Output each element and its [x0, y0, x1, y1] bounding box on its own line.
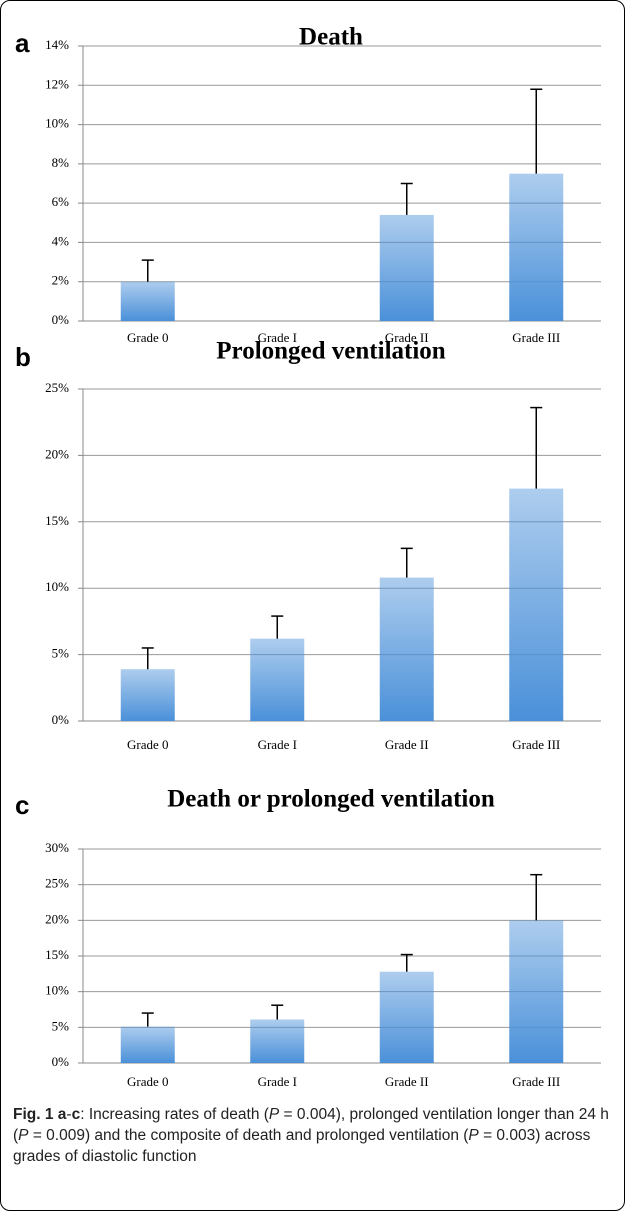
bar [509, 173, 564, 321]
y-tick-label: 0% [52, 1054, 70, 1069]
y-tick-label: 20% [45, 446, 69, 461]
x-tick-label: Grade I [258, 737, 297, 752]
bar [509, 920, 564, 1063]
y-tick-label: 15% [45, 947, 69, 962]
y-tick-label: 12% [45, 76, 69, 91]
bar [379, 971, 434, 1063]
y-tick-label: 10% [45, 983, 69, 998]
y-tick-label: 4% [52, 233, 70, 248]
x-tick-label: Grade 0 [127, 330, 169, 345]
chart-title: Prolonged ventilation [216, 338, 446, 365]
y-tick-label: 5% [52, 1018, 70, 1033]
y-tick-label: 5% [52, 646, 70, 661]
x-tick-label: Grade III [512, 330, 560, 345]
bar [509, 488, 564, 721]
panel-label: a [15, 28, 30, 58]
panel-label: b [15, 342, 31, 372]
y-tick-label: 6% [52, 194, 70, 209]
charts: a Death 0% 2% 4% 6% 8% 10% 12% 14% Grade 0 Grade I G… [15, 24, 601, 1089]
y-tick-label: 25% [45, 380, 69, 395]
y-tick-label: 0% [52, 712, 70, 727]
x-tick-label: Grade II [385, 330, 429, 345]
x-tick-label: Grade 0 [127, 737, 169, 752]
caption-label: Fig. 1 [13, 1106, 54, 1123]
x-tick-label: Grade I [258, 330, 297, 345]
y-tick-label: 25% [45, 876, 69, 891]
x-tick-label: Grade II [385, 737, 429, 752]
bar [120, 1026, 175, 1063]
bar [379, 577, 434, 721]
caption: Fig. 1 a-c: Increasing rates of death (P… [13, 1104, 613, 1167]
panel-label: c [15, 790, 29, 820]
caption-text: P [18, 1127, 29, 1144]
y-tick-label: 15% [45, 513, 69, 528]
x-tick-label: Grade I [258, 1074, 297, 1089]
x-tick-label: Grade 0 [127, 1074, 169, 1089]
y-tick-label: 10% [45, 116, 69, 131]
y-tick-label: 8% [52, 155, 70, 170]
caption-panel: c [71, 1106, 81, 1123]
x-tick-label: Grade III [512, 1074, 560, 1089]
y-tick-label: 10% [45, 579, 69, 594]
bar [250, 638, 305, 721]
caption-text: = 0.004), prolonged ventilation longer t… [13, 1106, 609, 1144]
caption-text: = 0.009) and the composite of death and … [28, 1127, 469, 1144]
bar [379, 214, 434, 321]
caption-text: = 0.003) across grades of diastolic func… [13, 1127, 591, 1165]
y-tick-label: 14% [45, 37, 69, 52]
caption-panel: a [57, 1106, 67, 1123]
caption-text: P [468, 1127, 479, 1144]
y-tick-label: 0% [52, 312, 70, 327]
bar [250, 1019, 305, 1063]
y-tick-label: 20% [45, 911, 69, 926]
caption-text: : Increasing rates of death ( [80, 1106, 269, 1123]
x-tick-label: Grade II [385, 1074, 429, 1089]
bar [120, 281, 175, 321]
caption-text: - [66, 1106, 72, 1123]
y-tick-label: 30% [45, 840, 69, 855]
chart-title: Death or prolonged ventilation [167, 786, 495, 813]
caption-text: P [268, 1106, 280, 1123]
y-tick-label: 2% [52, 273, 70, 288]
chart-title: Death [299, 24, 363, 51]
bar [120, 669, 175, 721]
x-tick-label: Grade III [512, 737, 560, 752]
